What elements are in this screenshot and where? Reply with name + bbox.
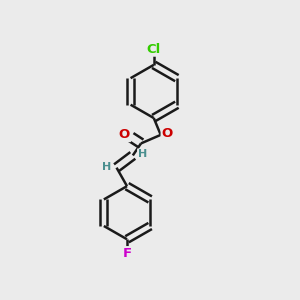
Text: H: H: [102, 161, 111, 172]
Text: O: O: [119, 128, 130, 141]
Text: F: F: [122, 247, 132, 260]
Text: O: O: [162, 127, 173, 140]
Text: Cl: Cl: [147, 43, 161, 56]
Text: H: H: [138, 149, 147, 159]
